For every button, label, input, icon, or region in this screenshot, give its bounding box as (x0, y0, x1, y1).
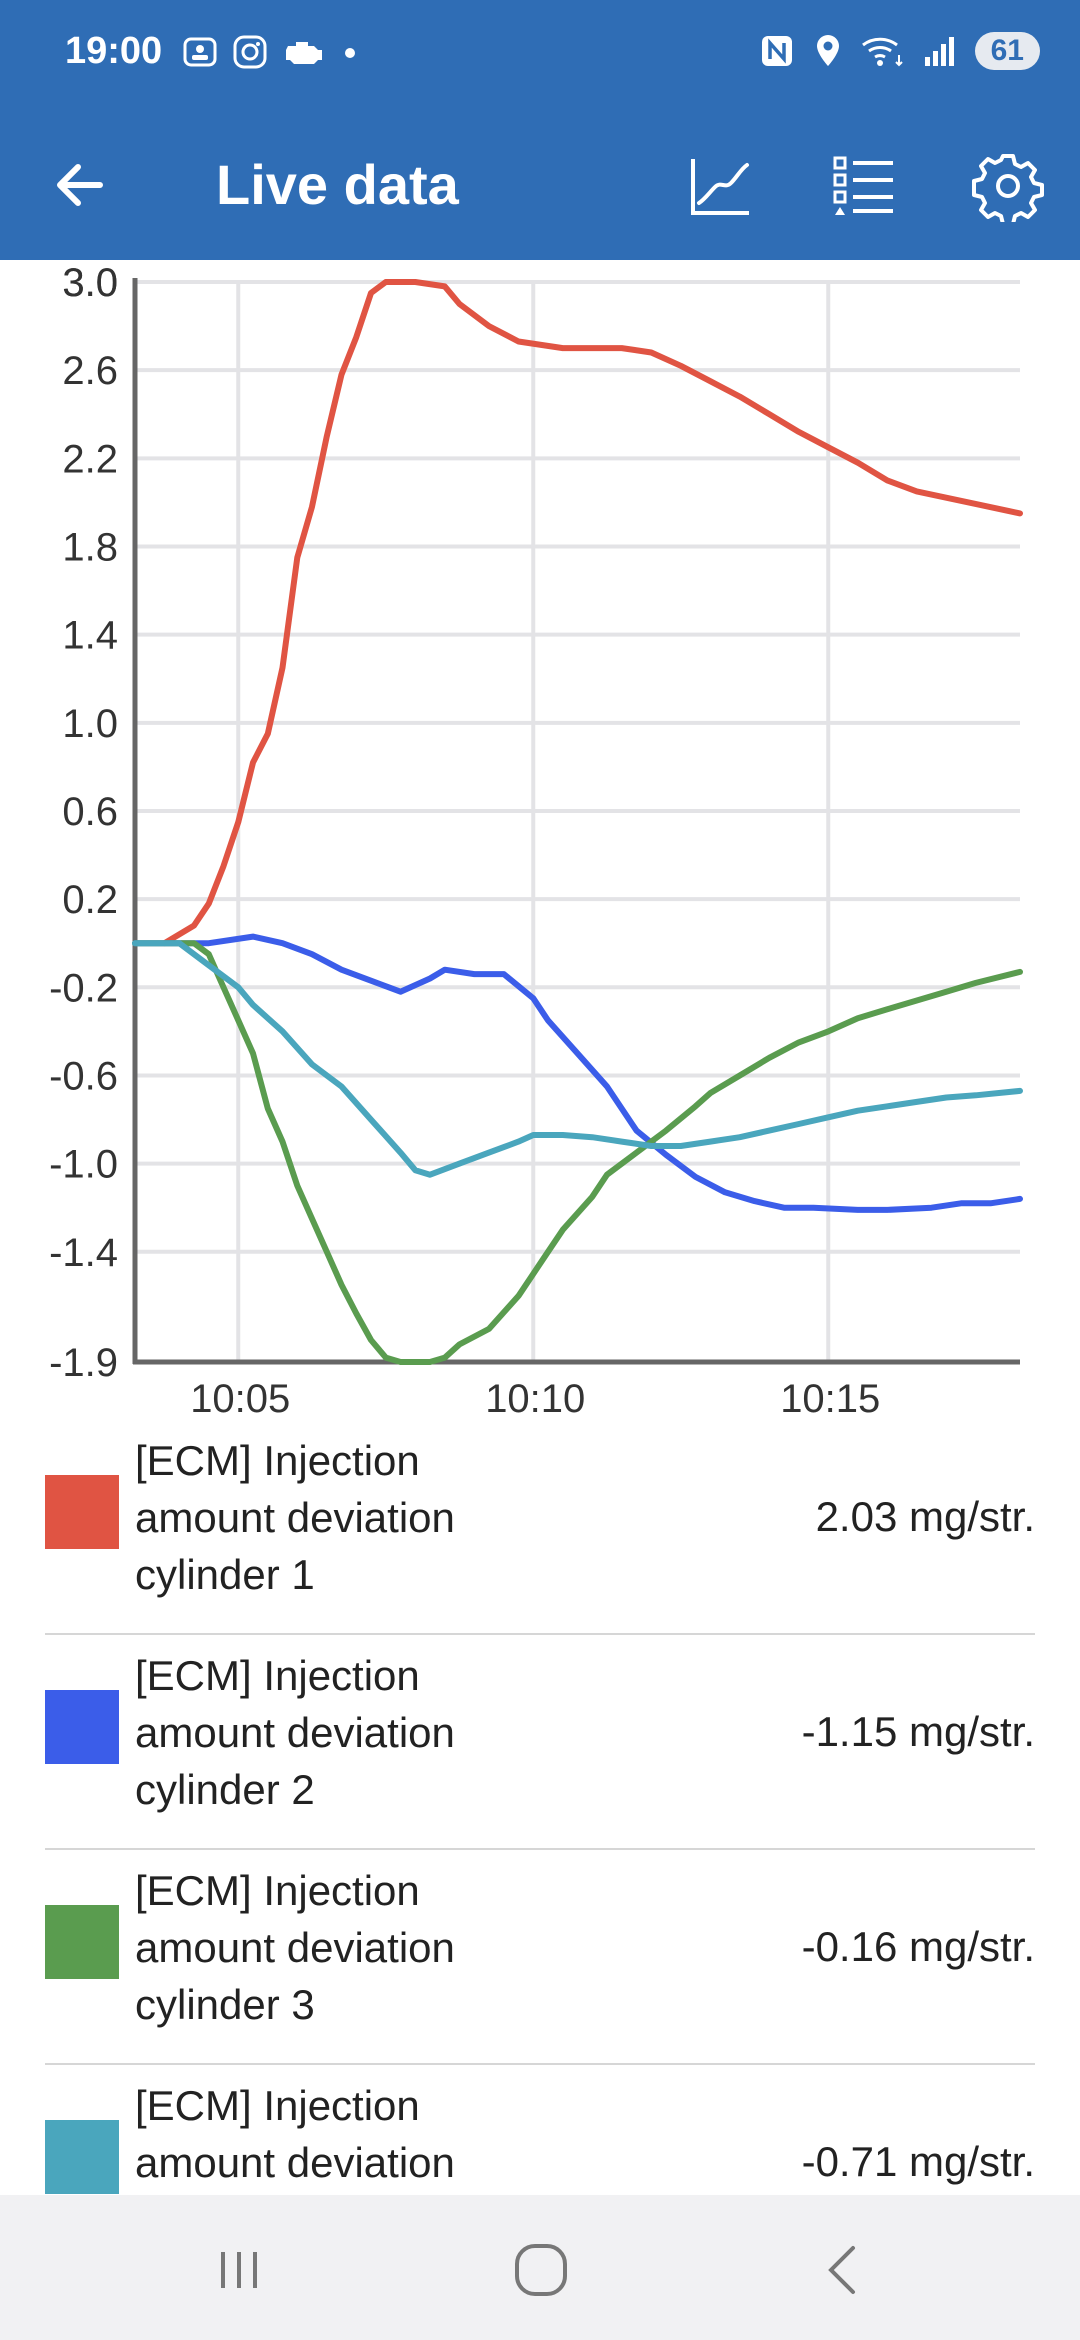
y-tick-label: -0.6 (49, 1054, 118, 1098)
settings-button[interactable] (960, 138, 1056, 234)
legend-label: [ECM] Injection amount deviation cylinde… (135, 1652, 455, 1813)
y-tick-label: 3.0 (62, 261, 118, 305)
status-icons-right: 61 (759, 32, 1040, 70)
home-button[interactable] (481, 2235, 601, 2305)
back-button[interactable] (40, 145, 120, 225)
nfc-icon (759, 33, 795, 69)
parameter-list-button[interactable] (816, 138, 912, 234)
legend-item-cylinder-4[interactable]: [ECM] Injection amount deviation -0.71 m… (45, 2065, 1035, 2195)
live-data-chart: 3.0 3.0 2.6 2.2 1.8 1.4 1.0 0.6 0.2 -0.2 -0.6 -1.0-… (0, 260, 1080, 1421)
app-bar: Live data (0, 110, 1080, 260)
y-tick-label: -0.2 (49, 966, 118, 1010)
x-tick-label: 10:10 (485, 1377, 585, 1420)
graph-view-button[interactable] (672, 138, 768, 234)
legend-value: -0.16 mg/str. (801, 1923, 1035, 1970)
y-tick-label: 1.4 (62, 614, 118, 658)
legend-swatch (45, 1690, 119, 1764)
recents-button[interactable] (179, 2235, 299, 2305)
y-tick-label: 2.2 (62, 437, 118, 481)
x-tick-label: 10:05 (190, 1377, 290, 1420)
back-icon (828, 2246, 855, 2294)
legend-item-cylinder-3[interactable]: [ECM] Injection amount deviation cylinde… (45, 1850, 1035, 2065)
y-tick-label: 1.0 (62, 702, 118, 746)
y-tick-label: 3.0 (62, 261, 118, 305)
legend-item-cylinder-2[interactable]: [ECM] Injection amount deviation cylinde… (45, 1635, 1035, 1850)
legend-item-cylinder-1[interactable]: [ECM] Injection amount deviation cylinde… (45, 1420, 1035, 1635)
legend-label: [ECM] Injection amount deviation (135, 2082, 455, 2186)
status-bar: 19:00 61 (0, 0, 1080, 110)
recents-icon (221, 2252, 257, 2288)
signal-icon (923, 33, 957, 69)
y-tick-label: 2.6 (62, 349, 118, 393)
page-title: Live data (216, 153, 459, 216)
legend-swatch (45, 1475, 119, 1549)
y-tick-label: -1.9 (49, 1341, 118, 1385)
chart-svg: 3.03.02.62.21.81.41.00.60.2-0.2-0.6-1.0-… (49, 261, 1023, 1421)
location-icon (813, 33, 843, 69)
chart-icon (691, 159, 749, 215)
x-tick-label: 10:15 (780, 1377, 880, 1420)
y-tick-label: -1.4 (49, 1231, 118, 1275)
gear-icon (972, 154, 1044, 222)
list-icon (833, 156, 893, 215)
legend-label: [ECM] Injection amount deviation cylinde… (135, 1867, 455, 2028)
legend-label: [ECM] Injection amount deviation cylinde… (135, 1437, 455, 1598)
status-time: 19:00 (65, 30, 163, 72)
status-icons-left (182, 34, 360, 70)
series-line-1 (161, 279, 1023, 947)
y-tick-label: 0.2 (62, 878, 118, 922)
series-line-2 (132, 933, 1023, 1213)
battery-indicator: 61 (974, 32, 1040, 70)
instagram-icon (232, 34, 268, 70)
dot-icon (340, 34, 360, 70)
car-engine-icon (282, 34, 326, 70)
system-back-button[interactable] (783, 2235, 903, 2305)
system-nav-bar (0, 2195, 1080, 2340)
y-tick-label: 1.8 (62, 525, 118, 569)
legend-value: -1.15 mg/str. (801, 1708, 1035, 1755)
legend-value: -0.71 mg/str. (801, 2138, 1035, 2185)
y-tick-label: -1.0 (49, 1143, 118, 1187)
wifi-icon (861, 33, 905, 69)
series-line-3 (132, 940, 1023, 1365)
legend-swatch (45, 1905, 119, 1979)
home-icon (515, 2244, 567, 2296)
arrow-left-icon (57, 164, 103, 206)
screenshot-icon (182, 34, 218, 70)
legend-swatch (45, 2120, 119, 2194)
y-tick-label: 0.6 (62, 790, 118, 834)
series-line-4 (132, 940, 1023, 1178)
legend-list: [ECM] Injection amount deviation cylinde… (0, 1420, 1080, 2195)
legend-value: 2.03 mg/str. (815, 1493, 1035, 1540)
